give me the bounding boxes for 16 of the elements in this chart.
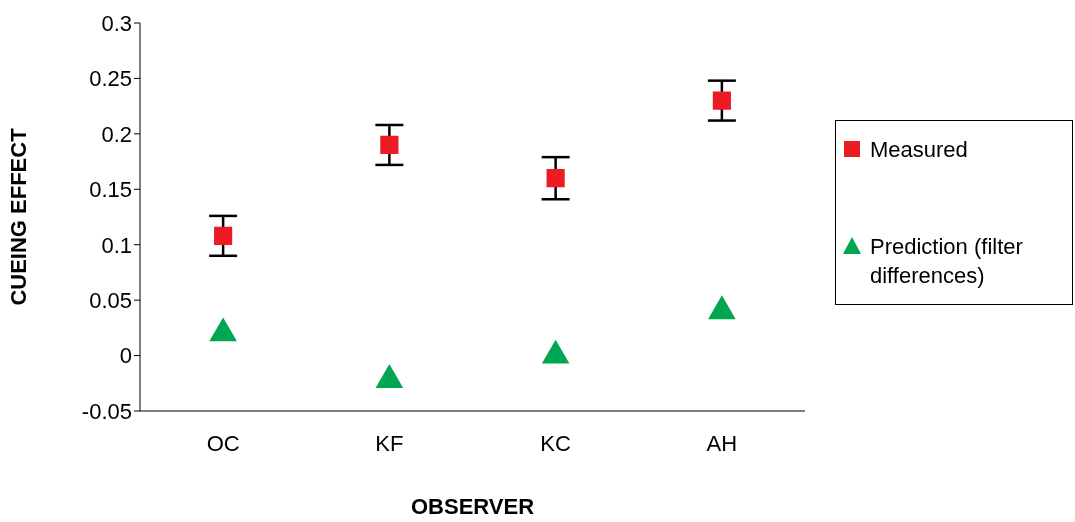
x-tick-label: KC — [540, 430, 572, 456]
y-tick-label: -0.05 — [81, 398, 132, 424]
x-axis-title: OBSERVER — [410, 494, 535, 519]
y-tick-label: 0.15 — [89, 177, 132, 203]
y-tick-label: 0.25 — [89, 66, 132, 92]
x-tick-label: KF — [375, 430, 404, 456]
y-tick-label: 0.2 — [101, 121, 132, 147]
y-tick-label: 0.05 — [89, 287, 132, 313]
x-tick-label: AH — [706, 430, 738, 456]
y-axis-title: CUEING EFFECT — [5, 127, 31, 306]
y-tick-label: 0 — [119, 343, 132, 369]
legend-label: Prediction (filter differences) — [870, 233, 1024, 290]
x-tick-label: OC — [206, 430, 240, 456]
y-tick-label: 0.1 — [101, 232, 132, 258]
legend-label: Measured — [870, 136, 968, 164]
y-tick-label: 0.3 — [101, 10, 132, 36]
